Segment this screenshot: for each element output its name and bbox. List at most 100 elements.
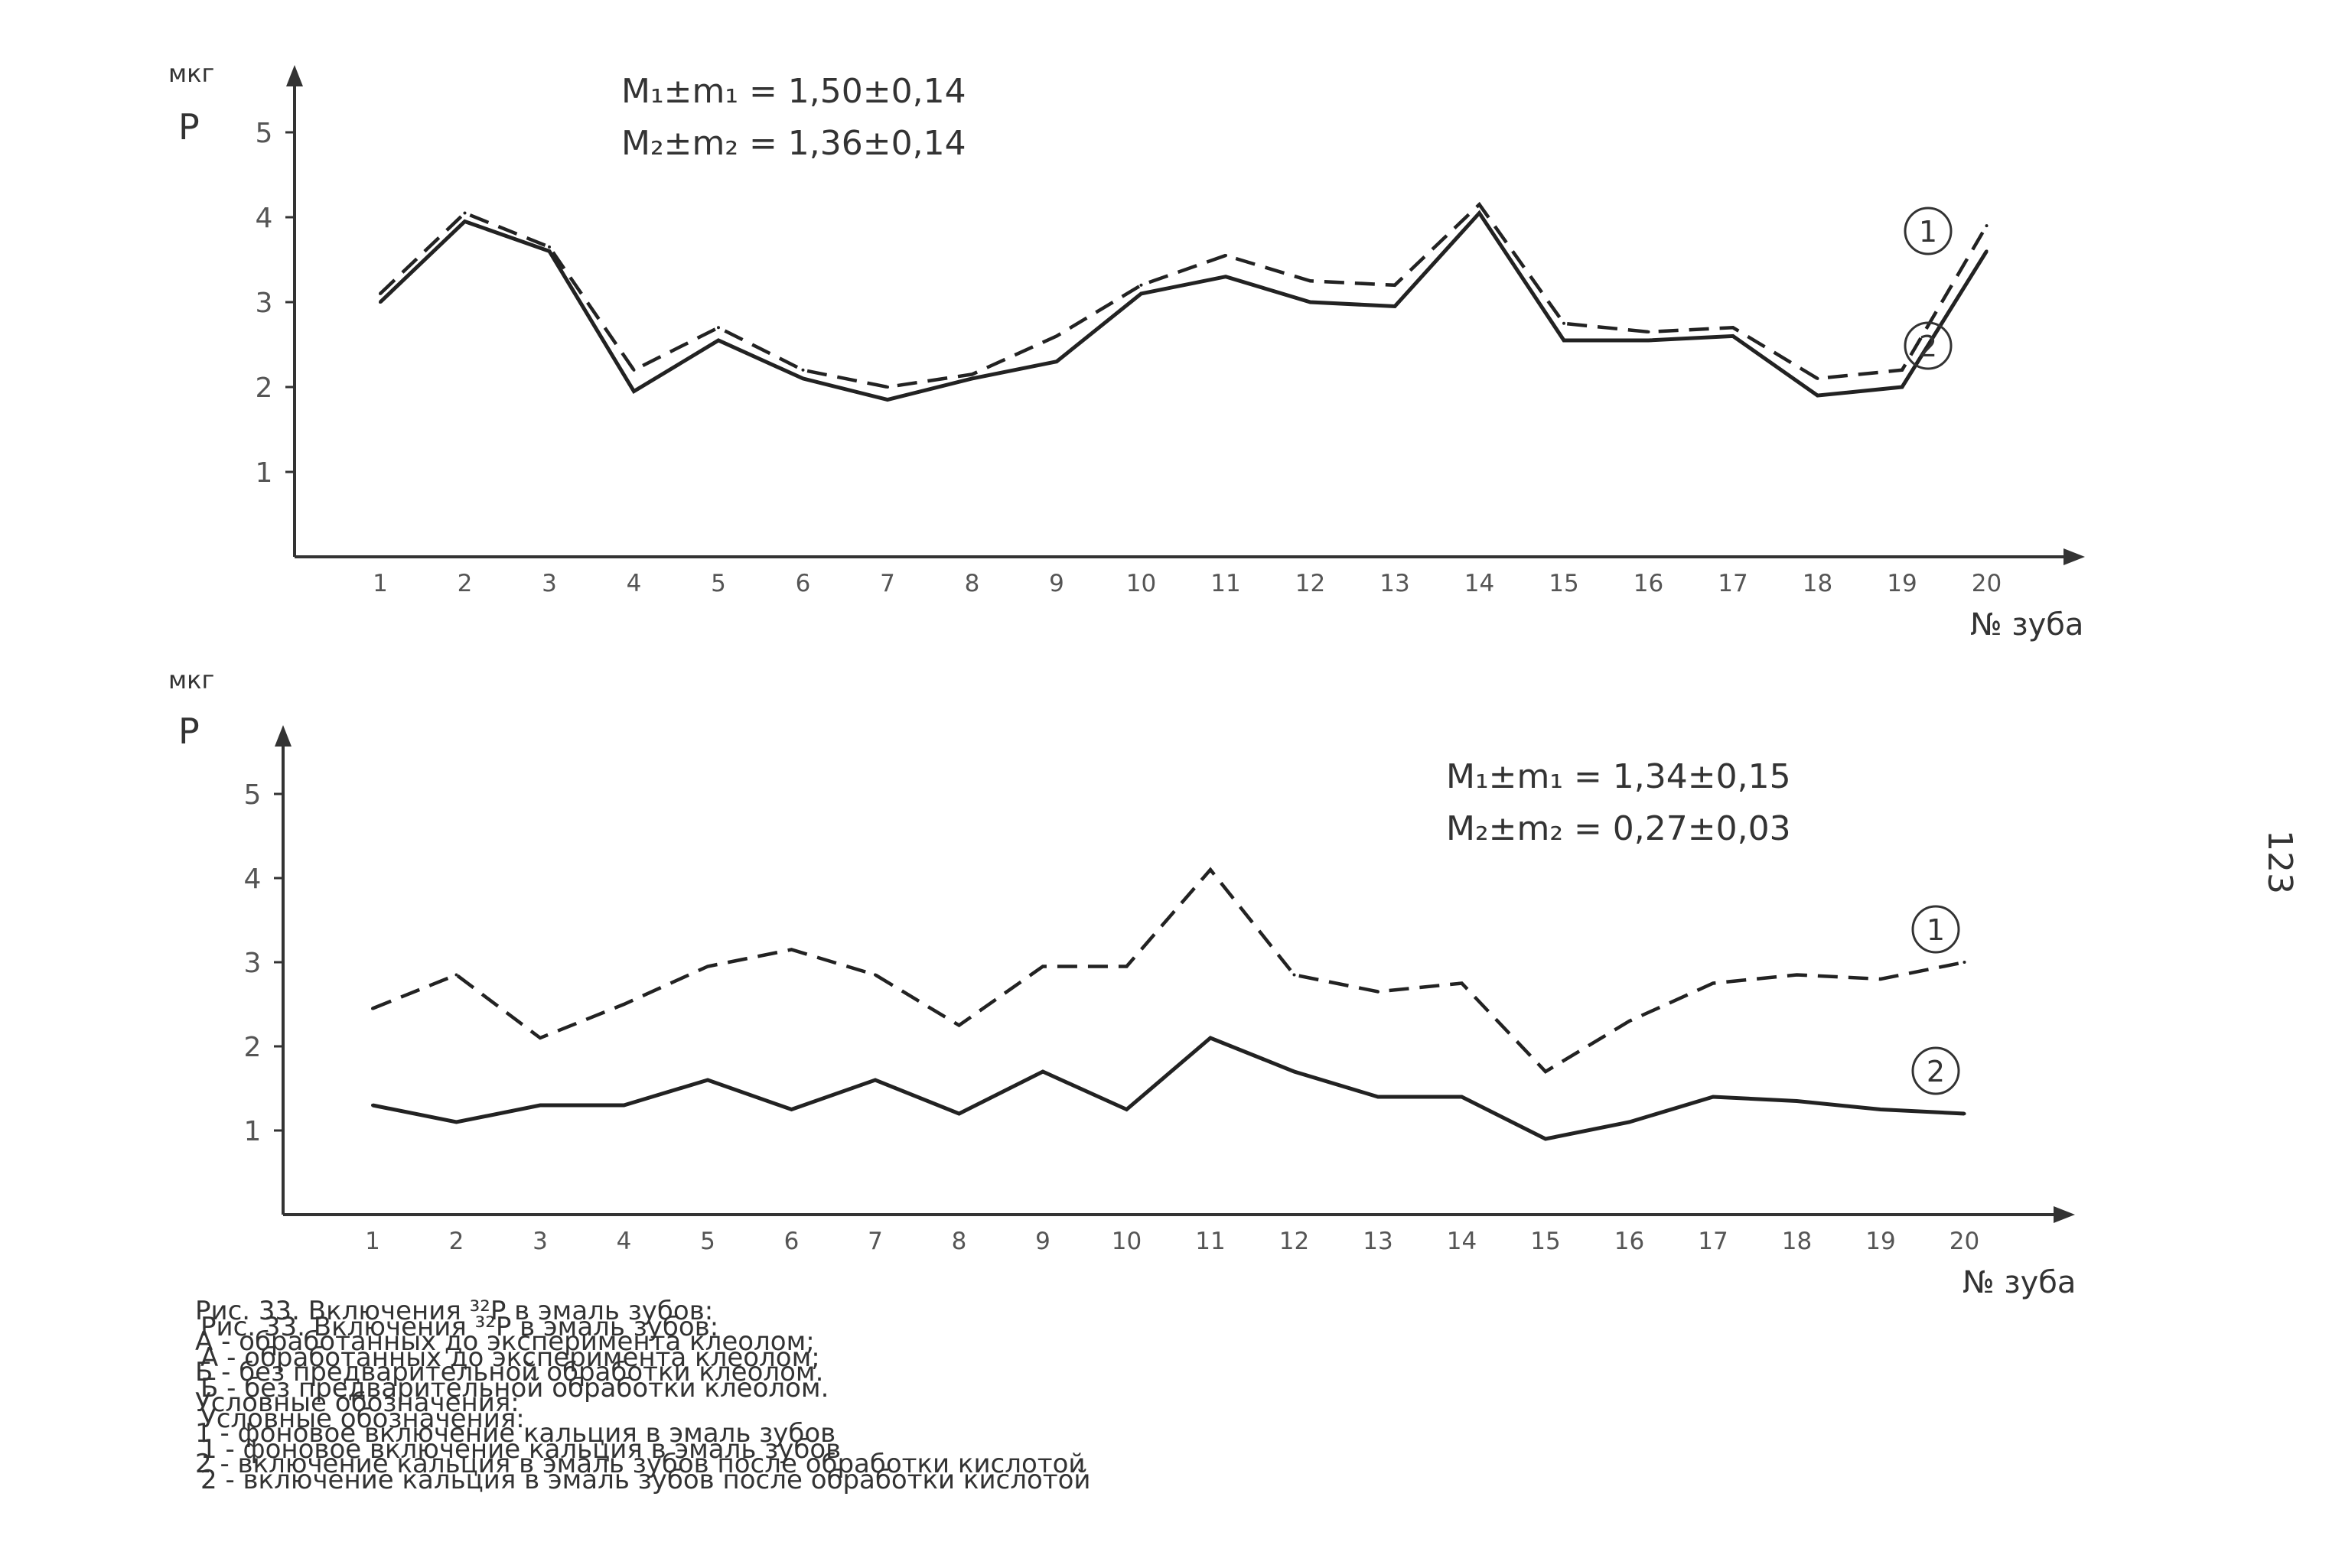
chart-a-series-1-point [548,245,551,249]
chart-b-series-1-point [1795,973,1799,977]
caption-line: Б - без предварительной обработки клеоло… [195,1357,823,1387]
chart-b-series-1-point [1627,1020,1631,1023]
chart-a-x-tick-label: 14 [1464,570,1494,597]
chart-a-x-tick-label: 12 [1295,570,1325,597]
chart-b-series-2-point [957,1112,961,1115]
chart-a-series-1-point [1224,253,1227,257]
chart-a-x-tick-label: 5 [711,570,726,597]
chart-b-x-tick-label: 15 [1530,1228,1560,1255]
chart-b-series-2-point [454,1121,458,1124]
chart-a-stat-1: M₁±m₁ = 1,50±0,14 [621,72,966,111]
chart-b-series-1-point [874,973,877,977]
chart-a-series-1-point [1816,376,1819,380]
chart-a-y-label: P [178,106,200,148]
chart-a-series-1-marker-label: 1 [1919,215,1937,249]
chart-a-x-tick-label: 10 [1126,570,1156,597]
chart-a-x-axis-arrow [2064,548,2085,565]
chart-b-x-tick-label: 14 [1447,1228,1477,1255]
chart-a-series-2-point [1055,359,1058,363]
chart-a-x-tick-label: 8 [965,570,980,597]
chart-b-y-tick-label: 1 [244,1116,262,1147]
chart-a-series-1-point [463,211,467,215]
chart-a-x-tick-label: 9 [1049,570,1064,597]
chart-a-series-2-marker-circle [1904,321,1953,370]
chart-b-series-1-point [539,1036,542,1039]
chart-b-x-tick-label: 16 [1614,1228,1644,1255]
chart-a-series-1-point [1901,368,1904,372]
caption-line: Условные обозначения: [195,1387,520,1418]
chart-a-series-1-point [1731,326,1735,330]
chart-b-series-1-marker-circle [1911,905,1960,954]
chart-b-series-2-point [1712,1095,1715,1098]
chart-b-x-tick-label: 7 [868,1228,883,1255]
chart-b-series-2-point [874,1078,877,1082]
chart-a-series-1-point [1985,224,1989,228]
chart-b-series-2-point [1376,1095,1379,1098]
caption-line: 2 - включение кальция в эмаль зубов посл… [195,1449,1085,1479]
chart-a-x-tick-label: 6 [796,570,811,597]
chart-a-x-tick-label: 18 [1803,570,1832,597]
chart-b-series-2-point [1209,1036,1212,1039]
chart-a-series-2-point [463,220,467,223]
chart-b-x-tick-label: 12 [1279,1228,1309,1255]
chart-b-x-tick-label: 20 [1949,1228,1979,1255]
chart-a-x-tick-label: 7 [880,570,895,597]
chart-b-x-tick-label: 13 [1363,1228,1392,1255]
chart-b-y-unit: мкг [168,665,214,695]
chart-b-series-1-point [1125,965,1129,968]
caption-line-overprint: Рис. 33. Включения ³²P в эмаль зубов: [200,1312,718,1342]
chart-b-series-2-point [1544,1137,1547,1140]
chart-b-x-tick-label: 17 [1698,1228,1728,1255]
caption-line-overprint: 2 - включение кальция в эмаль зубов посл… [200,1465,1090,1495]
chart-b-series-2-point [1125,1108,1129,1111]
chart-a-x-tick-label: 3 [542,570,557,597]
chart-a-series-1-point [717,326,720,330]
chart-b-y-tick-label: 4 [244,864,262,895]
chart-a-series-2-point [801,376,805,380]
chart-a-x-tick-label: 20 [1972,570,2002,597]
chart-b: мкг P M₁±m₁ = 1,34±0,15 M₂±m₂ = 0,27±0,0… [168,665,2076,1300]
chart-b-y-tick-label: 5 [244,779,262,811]
chart-a-series-2-point [1901,385,1904,389]
chart-a-series-1-point [1393,283,1396,287]
chart-a-series-1-point [886,385,889,389]
chart-a-series-2-point [1562,338,1565,342]
chart-b-series-2-point [1627,1121,1631,1124]
chart-b-series-1-point [957,1023,961,1027]
chart-b-y-tick-label: 2 [244,1032,262,1063]
chart-b-series-1-point [371,1007,374,1010]
chart-a-series-1-point [632,368,636,372]
chart-b-series-1-point [1544,1070,1547,1073]
chart-b-series-1-point [1460,981,1464,985]
chart-b-x-tick-label: 10 [1112,1228,1142,1255]
chart-b-series-2-line [372,1036,1965,1141]
chart-b-y-axis-arrow [275,725,292,747]
chart-a-x-tick-label: 1 [373,570,388,597]
chart-b-series-1-line [372,867,1965,1074]
caption-line-overprint: Условные обозначения: [200,1404,525,1434]
chart-a-x-tick-label: 19 [1887,570,1917,597]
chart-a-series-2-point [717,338,720,342]
chart-b-series-1-point [622,1003,626,1006]
chart-a-x-tick-label: 17 [1718,570,1748,597]
chart-b-x-tick-label: 19 [1865,1228,1895,1255]
chart-b-x-tick-label: 18 [1782,1228,1812,1255]
chart-a-series-1-marker-circle [1904,207,1953,255]
chart-b-series-2-point [622,1104,626,1107]
chart-b-series-1-marker-label: 1 [1927,913,1945,947]
chart-a-x-tick-label: 16 [1634,570,1663,597]
chart-a-y-tick-label: 4 [256,203,273,234]
chart-b-series-2-marker-circle [1911,1046,1960,1095]
chart-a-series-1-point [970,372,974,376]
chart-a-series-2-point [1647,338,1650,342]
chart-a-y-axis-arrow [286,65,303,86]
chart-a-y-unit: мкг [168,59,214,88]
chart-a-series-1-point [1477,203,1481,207]
chart-b-stat-1: M₁±m₁ = 1,34±0,15 [1446,757,1791,796]
chart-b-series-2-point [1292,1070,1296,1073]
chart-a-series-1-line [379,201,1989,389]
caption-line: А - обработанных до эксперимента клеолом… [195,1326,815,1357]
